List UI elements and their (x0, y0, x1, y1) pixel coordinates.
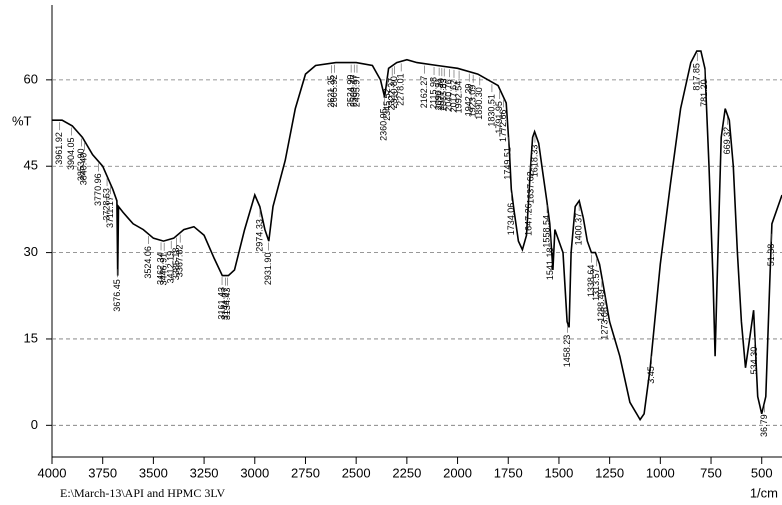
peak-label: 3367.82 (175, 245, 185, 278)
x-tick-label: 1750 (494, 465, 523, 480)
peak-label: 3711.17 (105, 196, 115, 228)
x-tick-label: 500 (751, 465, 773, 480)
peak-label: 3462.34 (155, 252, 165, 285)
peak-label: 1558.54 (541, 215, 551, 248)
peak-label: 2931.90 (263, 253, 273, 286)
peak-label: 1637.62 (525, 171, 535, 204)
peak-label: 51.38 (766, 244, 776, 267)
peak-label: 3853.90 (76, 149, 86, 182)
peak-label: 3385.18 (171, 248, 181, 281)
y-tick-label: 0 (31, 417, 38, 432)
peak-label: 1618.33 (529, 145, 539, 178)
x-tick-label: 750 (700, 465, 722, 480)
peak-label: 2509.47 (349, 75, 359, 108)
peak-label: 534.30 (749, 347, 759, 375)
y-tick-label: 45 (24, 158, 38, 173)
x-tick-label: 1000 (646, 465, 675, 480)
peak-label: 2115.98 (428, 77, 438, 109)
peak-label: 1458.23 (562, 335, 572, 368)
peak-label: 3412.19 (166, 251, 176, 284)
x-tick-label: 3750 (88, 465, 117, 480)
peak-label: 1830.51 (486, 94, 496, 127)
peak-label: 3446.91 (159, 253, 169, 286)
x-tick-label: 1500 (544, 465, 573, 480)
x-tick-label: 2750 (291, 465, 320, 480)
peak-label: 3904.05 (66, 137, 76, 170)
peak-label: 1647.26 (523, 203, 533, 236)
peak-label: 1734.06 (506, 203, 516, 236)
peak-label: 2310.80 (389, 76, 399, 109)
peak-label: 3161.43 (216, 287, 226, 320)
x-tick-label: 4000 (38, 465, 67, 480)
peak-label: 817.85 (692, 63, 702, 91)
peak-label: 2974.33 (254, 219, 264, 252)
peak-label: 3961.92 (54, 132, 64, 165)
peak-label: 3.45 (646, 366, 656, 384)
peak-label: 1400.37 (574, 213, 584, 246)
peak-label: 1772.66 (498, 109, 508, 142)
peak-label: 2162.27 (419, 76, 429, 109)
x-tick-label: 3000 (240, 465, 269, 480)
x-tick-label: 2250 (392, 465, 421, 480)
caption: E:\March-13\API and HPMC 3LV (60, 486, 226, 500)
peak-label: 2040.76 (444, 79, 454, 112)
peak-label: 3134.43 (222, 288, 232, 321)
peak-label: 1313.57 (591, 268, 601, 301)
peak-label: 781.20 (699, 79, 709, 107)
peak-label: 3676.45 (112, 279, 122, 312)
peak-label: 3144.07 (220, 288, 230, 321)
peak-label: 3728.53 (101, 188, 111, 221)
peak-label: 1890.30 (474, 87, 484, 120)
peak-label: 1338.64 (586, 265, 596, 298)
peak-label: 2077.40 (436, 78, 446, 111)
x-tick-label: 3250 (190, 465, 219, 480)
x-tick-label: 2000 (443, 465, 472, 480)
x-tick-label: 3500 (139, 465, 168, 480)
peak-label: 1992.54 (453, 81, 463, 114)
y-tick-label: 60 (24, 71, 38, 86)
peak-label: 2065.83 (439, 78, 449, 111)
peak-label: 1942.39 (464, 84, 474, 117)
peak-label: 3524.06 (143, 246, 153, 279)
peak-label: 1273.06 (599, 307, 609, 340)
peak-label: 2495.97 (351, 75, 361, 108)
peak-label: 1791.95 (494, 101, 504, 134)
peak-label: 2524.90 (345, 75, 355, 108)
peak-label: 1288.49 (596, 289, 606, 322)
peak-label: 2605.92 (329, 75, 339, 108)
peak-label: 2345.52 (382, 88, 392, 121)
peak-label: 1923.09 (468, 85, 478, 118)
y-tick-label: 30 (24, 244, 38, 259)
x-tick-label: 1250 (595, 465, 624, 480)
peak-label: 2621.35 (326, 75, 336, 108)
spectrum-line (52, 50, 782, 422)
peak-label: 3840.40 (79, 153, 89, 186)
peak-label: 2322.37 (387, 78, 397, 111)
peak-label: 2090.91 (433, 78, 443, 111)
peak-label: 1541.18 (545, 248, 555, 281)
peak-label: 2017.62 (448, 80, 458, 113)
x-axis-label: 1/cm (750, 485, 778, 500)
peak-label: 669.32 (722, 127, 732, 155)
y-axis-label: %T (12, 113, 32, 128)
peak-label: 3770.96 (93, 173, 103, 206)
x-tick-label: 2500 (342, 465, 371, 480)
peak-label: 36.79 (759, 414, 769, 437)
y-tick-label: 15 (24, 330, 38, 345)
peak-label: 2360.95 (379, 108, 389, 141)
peak-label: 1749.51 (503, 147, 513, 180)
peak-label: 2278.01 (396, 73, 406, 106)
